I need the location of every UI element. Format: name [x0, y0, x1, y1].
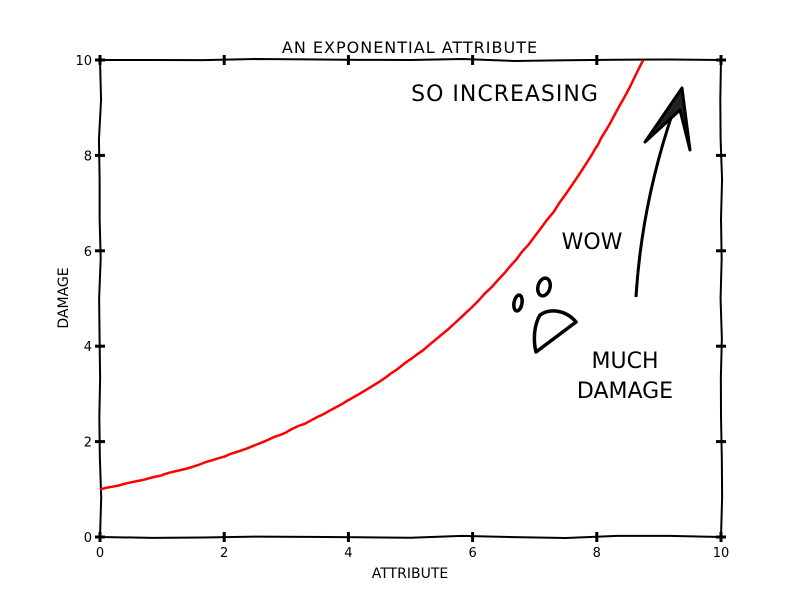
series-layer [99, 59, 645, 491]
face-mouth [532, 309, 578, 354]
y-tick-label: 10 [75, 54, 92, 69]
axis-left [97, 59, 103, 538]
y-tick-label: 0 [84, 531, 92, 546]
x-tick-label: 2 [220, 546, 228, 561]
x-tick-label: 6 [468, 546, 476, 561]
axis-bottom [99, 534, 722, 539]
annotation-arrow-head [643, 86, 692, 152]
face-eye-left [512, 293, 524, 313]
series-line [99, 59, 645, 491]
annotation-so-increasing: SO INCREASING [411, 82, 599, 107]
y-axis-label: DAMAGE [56, 267, 72, 328]
annotation-damage: DAMAGE [577, 379, 673, 404]
x-tick-label: 8 [593, 546, 601, 561]
x-tick-label: 0 [96, 546, 104, 561]
axis-right [719, 59, 724, 538]
face-drawing [512, 86, 692, 354]
x-axis-label: ATTRIBUTE [372, 566, 448, 582]
annotation-wow: WOW [562, 230, 623, 255]
y-tick-label: 8 [84, 149, 92, 164]
face-eye-right [536, 276, 552, 298]
chart-title: AN EXPONENTIAL ATTRIBUTE [282, 38, 538, 57]
y-tick-label: 6 [84, 245, 92, 260]
axes-frame [97, 57, 724, 539]
x-tick-label: 4 [344, 546, 352, 561]
y-tick-label: 4 [84, 340, 92, 355]
y-tick-label: 2 [84, 436, 92, 451]
ticks: 0 2 4 6 8 10 0 2 4 6 8 10 [75, 54, 729, 561]
annotation-much: MUCH [592, 349, 659, 374]
x-tick-label: 10 [713, 546, 730, 561]
axis-top [99, 57, 722, 62]
